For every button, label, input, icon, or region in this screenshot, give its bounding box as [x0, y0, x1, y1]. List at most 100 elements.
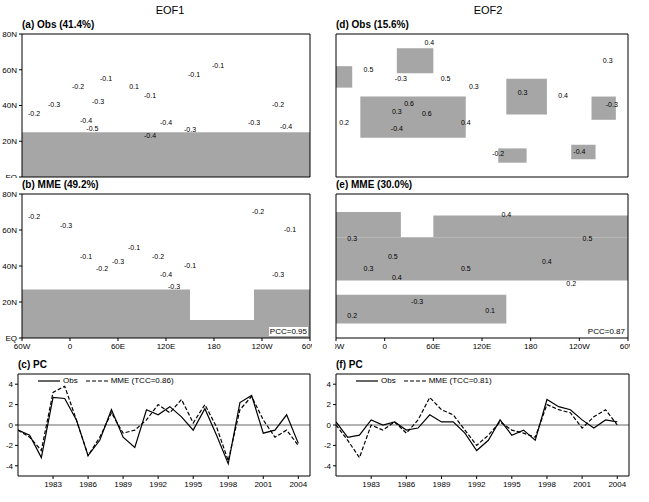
svg-text:60W: 60W [620, 342, 630, 351]
svg-text:-0.2: -0.2 [96, 265, 108, 272]
svg-text:0.3: 0.3 [347, 235, 357, 242]
svg-text:0.4: 0.4 [424, 39, 434, 46]
svg-text:-0.3: -0.3 [48, 101, 60, 108]
svg-text:0.6: 0.6 [422, 110, 432, 117]
svg-text:60W: 60W [14, 342, 31, 351]
svg-text:-2: -2 [8, 441, 14, 450]
svg-text:60N: 60N [8, 66, 17, 75]
svg-text:120E: 120E [473, 342, 492, 351]
svg-text:-0.4: -0.4 [391, 125, 403, 132]
svg-text:2: 2 [327, 400, 332, 409]
svg-text:-0.1: -0.1 [184, 262, 196, 269]
svg-text:60E: 60E [426, 342, 440, 351]
svg-text:0.3: 0.3 [603, 57, 613, 64]
svg-text:1998: 1998 [219, 480, 237, 489]
svg-text:20N: 20N [8, 298, 17, 307]
svg-text:0: 0 [327, 421, 332, 430]
svg-text:2001: 2001 [254, 480, 272, 489]
svg-text:120E: 120E [157, 342, 176, 351]
svg-text:-0.3: -0.3 [60, 222, 72, 229]
svg-text:0.5: 0.5 [583, 235, 593, 242]
svg-text:60E: 60E [111, 342, 125, 351]
svg-text:-0.2: -0.2 [152, 253, 164, 260]
svg-text:-0.1: -0.1 [284, 226, 296, 233]
svg-text:-0.1: -0.1 [188, 71, 200, 78]
svg-text:0.3: 0.3 [392, 108, 402, 115]
svg-text:1995: 1995 [184, 480, 202, 489]
svg-text:0.4: 0.4 [542, 258, 552, 265]
svg-text:80N: 80N [8, 192, 17, 199]
svg-text:1992: 1992 [468, 480, 486, 489]
svg-text:-0.2: -0.2 [252, 208, 264, 215]
svg-text:0.4: 0.4 [461, 119, 471, 126]
svg-text:0.3: 0.3 [469, 83, 479, 90]
svg-text:0: 0 [382, 342, 387, 351]
svg-text:0: 0 [9, 421, 14, 430]
svg-text:20N: 20N [8, 137, 17, 146]
svg-text:1989: 1989 [433, 480, 451, 489]
svg-text:2004: 2004 [608, 480, 626, 489]
svg-text:-0.4: -0.4 [144, 132, 156, 139]
svg-text:0.2: 0.2 [566, 280, 576, 287]
svg-text:0.3: 0.3 [518, 89, 528, 96]
svg-text:0.6: 0.6 [404, 100, 414, 107]
svg-text:-0.4: -0.4 [160, 119, 172, 126]
svg-text:0.4: 0.4 [392, 274, 402, 281]
svg-text:2001: 2001 [573, 480, 591, 489]
svg-text:60W: 60W [302, 342, 312, 351]
svg-text:1989: 1989 [114, 480, 132, 489]
svg-text:-0.5: -0.5 [86, 125, 98, 132]
svg-text:-2: -2 [324, 441, 332, 450]
svg-text:0.1: 0.1 [129, 83, 139, 90]
svg-text:1992: 1992 [149, 480, 167, 489]
svg-text:0.5: 0.5 [364, 66, 374, 73]
svg-text:60N: 60N [8, 226, 17, 235]
svg-text:1995: 1995 [503, 480, 521, 489]
svg-text:-0.3: -0.3 [395, 75, 407, 82]
svg-text:-0.3: -0.3 [411, 298, 423, 305]
svg-text:-0.1: -0.1 [128, 244, 140, 251]
svg-text:1998: 1998 [538, 480, 556, 489]
svg-text:-4: -4 [8, 462, 14, 471]
svg-text:40N: 40N [8, 262, 17, 271]
svg-text:-0.1: -0.1 [212, 62, 224, 69]
svg-text:0.2: 0.2 [339, 119, 349, 126]
svg-text:120W: 120W [252, 342, 273, 351]
svg-text:-0.1: -0.1 [100, 75, 112, 82]
svg-text:1986: 1986 [79, 480, 97, 489]
svg-text:-0.4: -0.4 [160, 271, 172, 278]
svg-text:-0.4: -0.4 [573, 148, 585, 155]
svg-text:1986: 1986 [397, 480, 415, 489]
svg-text:-0.2: -0.2 [272, 101, 284, 108]
svg-text:2004: 2004 [289, 480, 307, 489]
svg-text:-0.4: -0.4 [280, 123, 292, 130]
svg-text:-0.3: -0.3 [112, 258, 124, 265]
svg-text:0.4: 0.4 [501, 211, 511, 218]
svg-text:2: 2 [9, 400, 14, 409]
svg-text:-0.4: -0.4 [80, 117, 92, 124]
svg-text:-4: -4 [324, 462, 332, 471]
svg-text:EQ: EQ [8, 334, 17, 343]
svg-text:0.1: 0.1 [485, 307, 495, 314]
svg-text:180: 180 [524, 342, 538, 351]
svg-text:120W: 120W [569, 342, 590, 351]
svg-text:0.4: 0.4 [558, 92, 568, 99]
svg-text:-0.1: -0.1 [80, 253, 92, 260]
svg-text:180: 180 [207, 342, 221, 351]
svg-text:0.5: 0.5 [461, 265, 471, 272]
svg-text:0.3: 0.3 [364, 265, 374, 272]
svg-text:-0.3: -0.3 [272, 271, 284, 278]
svg-text:-0.3: -0.3 [168, 283, 180, 290]
svg-text:1983: 1983 [44, 480, 62, 489]
svg-text:-0.3: -0.3 [92, 98, 104, 105]
svg-text:4: 4 [9, 380, 14, 389]
svg-text:0.5: 0.5 [388, 253, 398, 260]
svg-text:-0.3: -0.3 [606, 101, 618, 108]
svg-text:-0.2: -0.2 [28, 213, 40, 220]
svg-text:0.5: 0.5 [441, 75, 451, 82]
svg-text:80N: 80N [8, 32, 17, 39]
svg-text:-0.3: -0.3 [248, 119, 260, 126]
svg-text:0.2: 0.2 [347, 312, 357, 319]
svg-text:4: 4 [327, 380, 332, 389]
svg-text:60W: 60W [335, 342, 345, 351]
